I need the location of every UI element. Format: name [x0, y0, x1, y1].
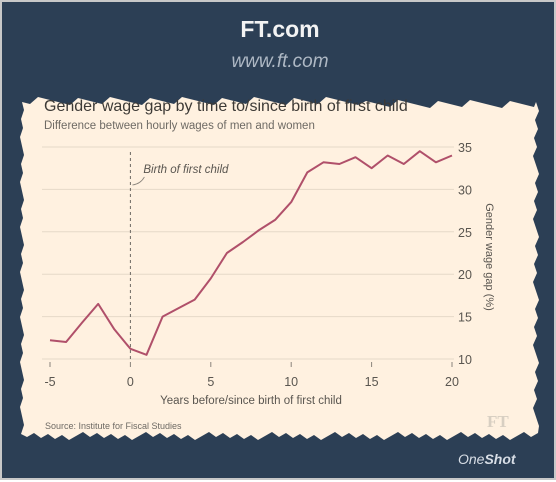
oneshot-prefix: One — [458, 451, 484, 467]
chart-subtitle: Difference between hourly wages of men a… — [44, 120, 315, 132]
oneshot-watermark: OneShot — [458, 451, 516, 467]
x-tick-label-5: 5 — [207, 375, 214, 389]
y-tick-label-30: 30 — [458, 183, 472, 197]
y-tick-label-25: 25 — [458, 226, 472, 240]
y-tick-label-35: 35 — [458, 141, 472, 155]
x-tick-label-10: 10 — [284, 375, 298, 389]
ft-logo: FT — [487, 412, 509, 432]
x-tick-label-15: 15 — [365, 375, 379, 389]
x-tick-label-20: 20 — [445, 375, 459, 389]
chart-title: Gender wage gap by time to/since birth o… — [44, 98, 408, 116]
y-axis-label: Gender wage gap (%) — [483, 203, 495, 311]
y-tick-label-15: 15 — [458, 311, 472, 325]
y-tick-label-10: 10 — [458, 353, 472, 367]
x-tick-label-0: 0 — [127, 375, 134, 389]
x-axis-label: Years before/since birth of first child — [160, 395, 342, 407]
oneshot-suffix: Shot — [484, 451, 515, 467]
x-tick-label--5: -5 — [44, 375, 55, 389]
source-note: Source: Institute for Fiscal Studies — [45, 421, 182, 431]
annotation-birth-of-first-child: Birth of first child — [143, 164, 229, 176]
y-tick-label-20: 20 — [458, 268, 472, 282]
